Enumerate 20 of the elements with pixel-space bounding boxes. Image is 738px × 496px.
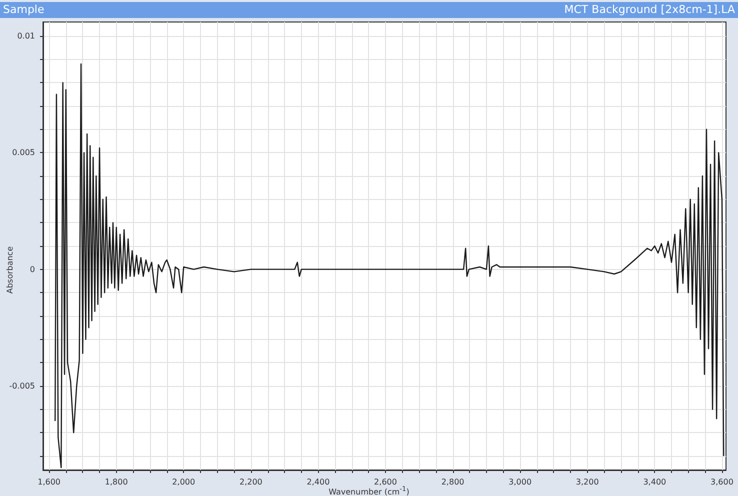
x-tick-label: 3,600	[710, 478, 734, 486]
x-tick-label: 2,400	[306, 478, 330, 486]
y-tick-label: 0.005	[12, 148, 35, 158]
x-tick-label: 1,600	[38, 478, 61, 486]
line-series	[54, 63, 724, 468]
x-tick-label: 2,000	[172, 478, 196, 486]
x-tick-label: 2,600	[374, 478, 397, 486]
chart-title: Sample	[3, 2, 44, 18]
x-tick-label: 3,200	[576, 478, 599, 486]
x-tick-label: 2,800	[441, 478, 464, 486]
y-tick-label: 0.01	[17, 32, 35, 40]
x-tick-label: 3,400	[643, 478, 666, 486]
chart-subtitle: MCT Background [2x8cm-1].LA	[564, 2, 735, 18]
y-axis-title: Absorbance	[6, 246, 14, 294]
x-axis-title: Wavenumber (cm$^{-1}$)	[328, 485, 410, 496]
y-tick-label: 0	[30, 264, 35, 274]
y-tick-label: -0.005	[9, 382, 35, 390]
x-tick-label: 3,000	[508, 478, 532, 486]
x-tick-label: 1,800	[104, 478, 128, 486]
x-tick-label: 2,200	[239, 478, 262, 486]
